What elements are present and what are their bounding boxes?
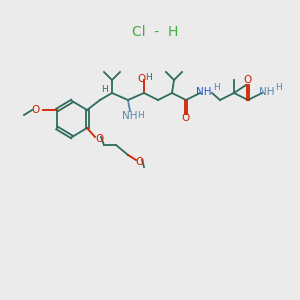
Text: O: O — [244, 75, 252, 85]
Text: H: H — [136, 112, 143, 121]
Text: Cl  -  H: Cl - H — [132, 25, 178, 39]
Text: O: O — [32, 105, 40, 115]
Text: H: H — [276, 83, 282, 92]
Text: H: H — [102, 85, 108, 94]
Text: NH: NH — [122, 111, 138, 121]
Text: H: H — [213, 83, 219, 92]
Text: O: O — [95, 134, 103, 144]
Text: O: O — [138, 74, 146, 84]
Text: NH: NH — [259, 87, 275, 97]
Text: O: O — [136, 157, 144, 167]
Text: O: O — [182, 113, 190, 123]
Text: NH: NH — [196, 87, 212, 97]
Text: H: H — [146, 73, 152, 82]
